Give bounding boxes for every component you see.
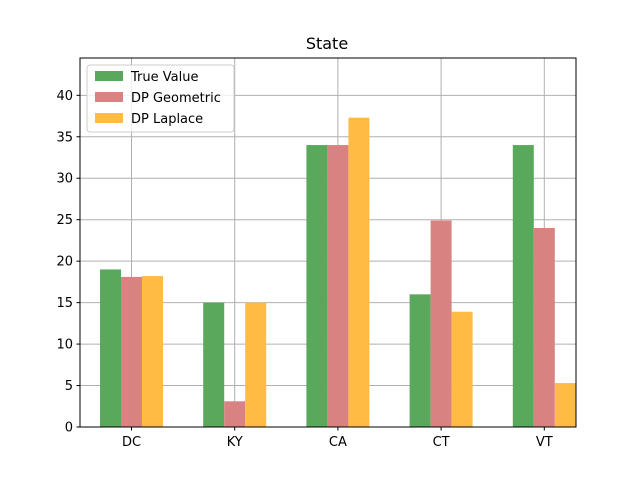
y-tick-label: 20 xyxy=(56,255,73,270)
bar-dp-geometric-vt xyxy=(533,227,555,427)
y-tick-label: 40 xyxy=(56,89,73,104)
bar-dp-geometric-ca xyxy=(327,145,349,427)
bar-true-value-ca xyxy=(306,145,328,427)
bar-true-value-vt xyxy=(512,145,534,427)
bar-dp-laplace-ky xyxy=(245,302,267,427)
bar-true-value-ky xyxy=(203,302,225,427)
bar-dp-geometric-ct xyxy=(430,220,452,427)
bar-dp-geometric-dc xyxy=(121,276,142,427)
bar-dp-geometric-ky xyxy=(224,401,246,427)
bars xyxy=(100,117,576,427)
bar-dp-laplace-vt xyxy=(554,383,576,427)
legend-box xyxy=(86,64,235,133)
bar-dp-laplace-dc xyxy=(142,276,163,427)
bar-true-value-ct xyxy=(409,294,431,427)
legend-label: DP Laplace xyxy=(131,112,203,127)
y-tick-label: 15 xyxy=(56,296,73,311)
y-tick-label: 25 xyxy=(56,213,73,228)
x-tick-label: DC xyxy=(122,435,141,450)
y-tick-label: 30 xyxy=(56,172,73,187)
bar-dp-laplace-ct xyxy=(451,311,473,427)
x-tick-label: CT xyxy=(433,435,450,450)
y-tick-label: 35 xyxy=(56,130,73,145)
x-tick-label: VT xyxy=(536,435,553,450)
y-tick-label: 5 xyxy=(65,379,73,394)
legend-label: DP Geometric xyxy=(131,91,221,106)
legend-swatch xyxy=(95,92,123,102)
legend-label: True Value xyxy=(130,70,198,85)
bar-true-value-dc xyxy=(100,269,121,427)
legend-swatch xyxy=(95,113,123,123)
bar-dp-laplace-ca xyxy=(348,117,370,427)
x-tick-label: KY xyxy=(227,435,243,450)
plot-frame xyxy=(79,57,577,428)
x-tick-label: CA xyxy=(329,435,347,450)
y-tick-label: 10 xyxy=(56,338,73,353)
legend-swatch xyxy=(95,71,123,81)
y-tick-label: 0 xyxy=(65,421,73,436)
axis-ticks: 0 5 10 15 20 25 30 35 40 DC KY CA CT VT xyxy=(56,89,552,450)
chart-title: State xyxy=(306,34,348,53)
legend: True Value DP Geometric DP Laplace xyxy=(86,64,235,133)
